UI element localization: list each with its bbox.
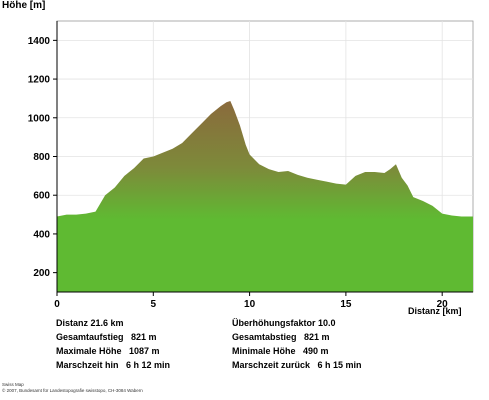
y-tick-label: 400	[33, 229, 50, 240]
y-tick-label: 600	[33, 191, 50, 202]
y-tick-label: 1000	[28, 113, 51, 124]
stat-gesamtabstieg: Gesamtabstieg 821 m	[232, 332, 330, 342]
x-tick-label: 15	[340, 299, 352, 310]
x-tick-label: 5	[151, 299, 157, 310]
footer-copyright: © 2007, Bundesamt für Landestopografie s…	[2, 388, 143, 393]
stat-ueberhoehungsfaktor: Überhöhungsfaktor 10.0	[232, 318, 336, 328]
footer-source: Swiss Map	[2, 382, 24, 387]
stat-marschzeit-hin: Marschzeit hin 6 h 12 min	[56, 360, 171, 370]
y-axis-label: Höhe [m]	[2, 0, 46, 11]
y-tick-label: 800	[33, 152, 50, 163]
y-tick-label: 200	[33, 268, 50, 279]
y-tick-label: 1400	[28, 36, 51, 47]
stat-distanz: Distanz 21.6 km	[56, 318, 124, 328]
x-tick-label: 20	[437, 299, 449, 310]
y-ticks: 200 400 600 800 1000 1200 1400	[28, 36, 57, 279]
stat-minimale-hoehe: Minimale Höhe 490 m	[232, 346, 329, 356]
x-tick-label: 0	[54, 299, 60, 310]
stat-gesamtaufstieg: Gesamtaufstieg 821 m	[56, 332, 157, 342]
x-tick-label: 10	[244, 299, 256, 310]
x-axis-label: Distanz [km]	[408, 306, 462, 316]
y-tick-label: 1200	[28, 75, 51, 86]
x-ticks: 0 5 10 15 20	[54, 292, 448, 310]
elevation-profile-chart: 200 400 600 800 1000 1200 1400 0 5 10 15 20	[28, 20, 474, 310]
stat-maximale-hoehe: Maximale Höhe 1087 m	[56, 346, 160, 356]
elevation-area	[57, 100, 473, 292]
stat-marschzeit-zurueck: Marschzeit zurück 6 h 15 min	[232, 360, 362, 370]
